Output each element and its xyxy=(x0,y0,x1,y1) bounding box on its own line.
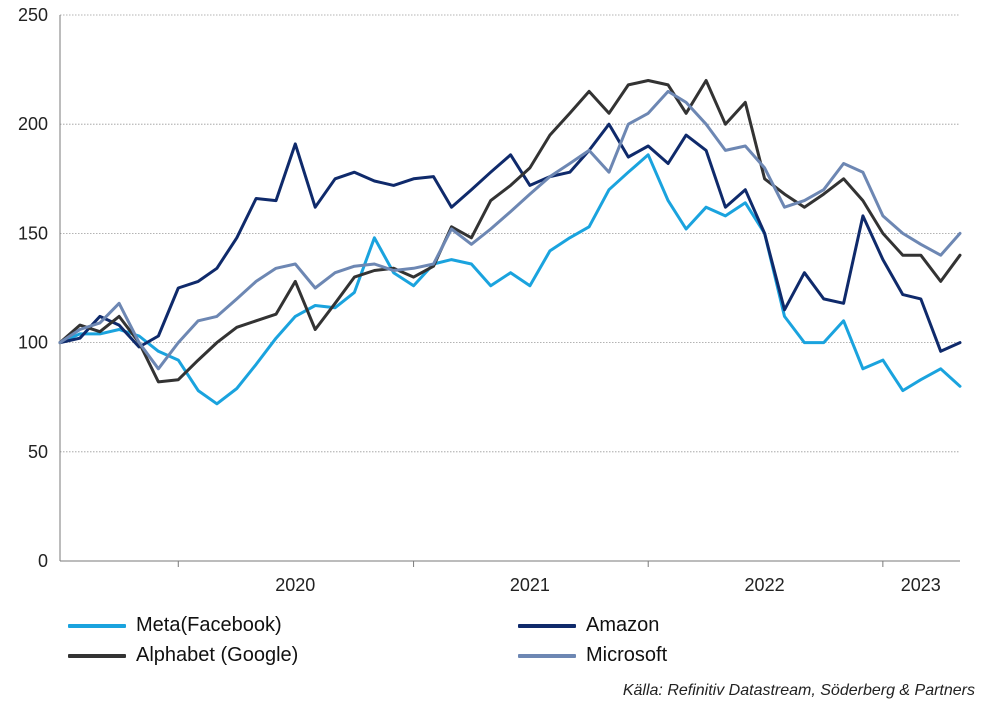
series-line-meta-facebook xyxy=(58,153,962,406)
x-tick-label: 2021 xyxy=(510,575,550,595)
y-axis: 0 50 100 150 200 250 xyxy=(18,5,61,571)
source-note: Källa: Refinitiv Datastream, Söderberg &… xyxy=(622,682,975,699)
y-tick-label: 250 xyxy=(18,5,48,25)
series-line-amazon xyxy=(58,122,962,353)
x-axis: 2020 2021 2022 2023 xyxy=(60,560,960,595)
y-tick-label: 0 xyxy=(38,551,48,571)
x-tick-label: 2023 xyxy=(901,575,941,595)
x-tick-label: 2022 xyxy=(745,575,785,595)
series-line-microsoft xyxy=(58,89,962,371)
y-tick-label: 50 xyxy=(28,442,48,462)
y-tick-label: 100 xyxy=(18,333,48,353)
y-tick-label: 200 xyxy=(18,114,48,134)
series-line-alphabet-google xyxy=(58,79,962,384)
y-tick-label: 150 xyxy=(18,223,48,243)
series-lines xyxy=(58,79,962,406)
x-tick-label: 2020 xyxy=(275,575,315,595)
